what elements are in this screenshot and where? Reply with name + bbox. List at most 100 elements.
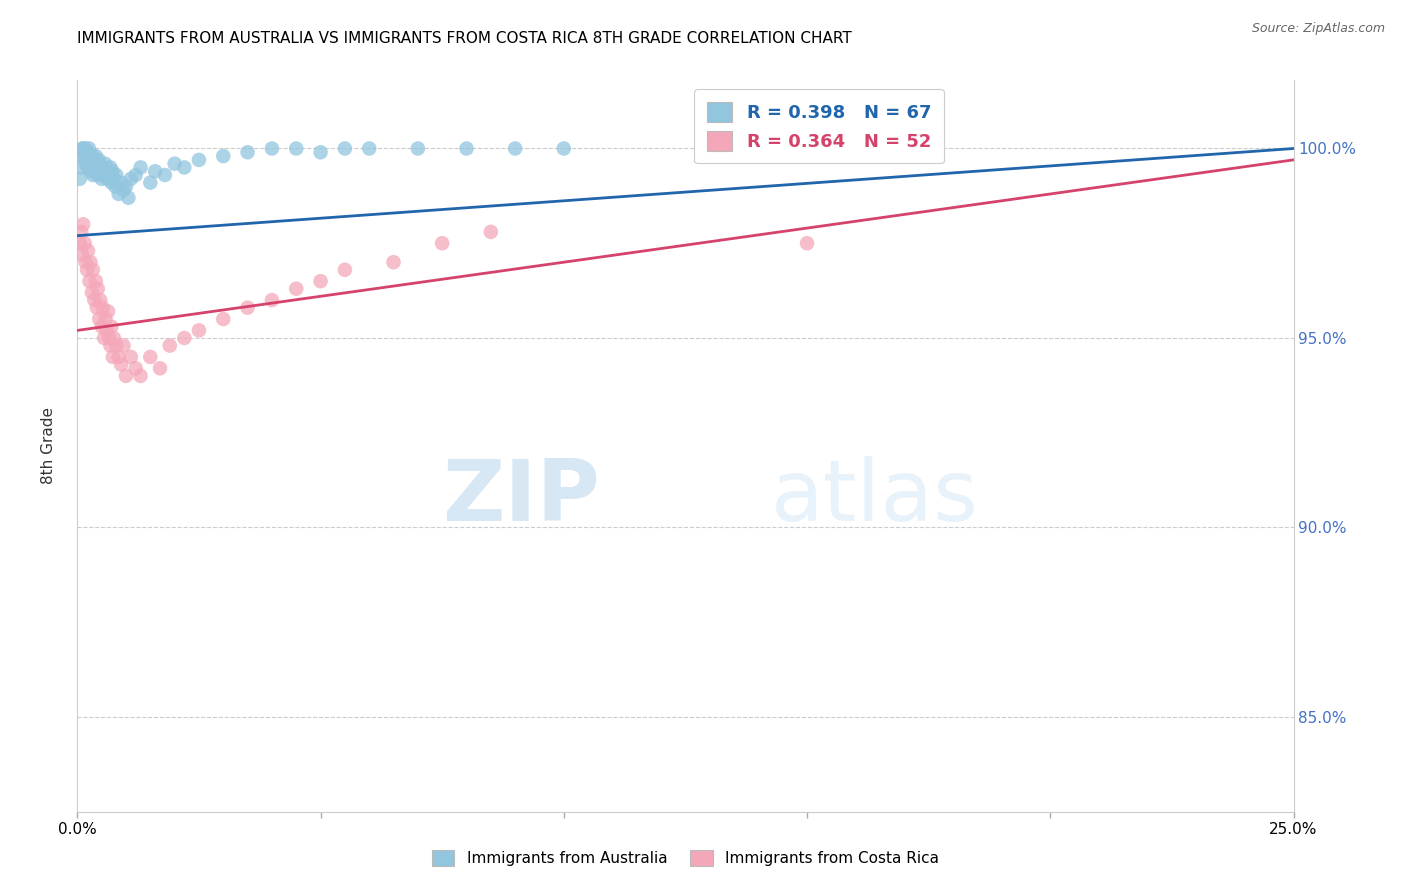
- Point: [406, 141, 429, 155]
- Point: [87, 282, 110, 296]
- Point: [153, 168, 176, 182]
- Point: [73, 236, 96, 251]
- Point: [75, 255, 97, 269]
- Point: [90, 319, 112, 334]
- Point: [115, 368, 138, 383]
- Point: [84, 149, 107, 163]
- Point: [382, 255, 405, 269]
- Point: [79, 255, 101, 269]
- Point: [112, 183, 135, 197]
- Point: [77, 141, 100, 155]
- Point: [212, 312, 235, 326]
- Point: [86, 301, 108, 315]
- Point: [188, 323, 211, 337]
- Point: [104, 179, 127, 194]
- Point: [69, 236, 91, 251]
- Point: [70, 141, 93, 155]
- Point: [110, 358, 132, 372]
- Point: [236, 145, 259, 160]
- Y-axis label: 8th Grade: 8th Grade: [42, 408, 56, 484]
- Point: [94, 312, 117, 326]
- Point: [107, 350, 129, 364]
- Point: [75, 156, 97, 170]
- Point: [76, 149, 98, 163]
- Point: [89, 293, 111, 307]
- Legend: Immigrants from Australia, Immigrants from Costa Rica: Immigrants from Australia, Immigrants fr…: [423, 842, 948, 873]
- Text: ZIP: ZIP: [443, 456, 600, 539]
- Point: [70, 161, 93, 175]
- Point: [87, 168, 110, 182]
- Point: [76, 262, 98, 277]
- Point: [456, 141, 478, 155]
- Point: [70, 247, 93, 261]
- Point: [100, 338, 122, 352]
- Point: [100, 176, 122, 190]
- Point: [91, 161, 114, 175]
- Point: [75, 141, 97, 155]
- Point: [96, 171, 118, 186]
- Point: [333, 141, 356, 155]
- Point: [83, 293, 105, 307]
- Point: [93, 331, 115, 345]
- Point: [86, 161, 108, 175]
- Point: [82, 262, 104, 277]
- Point: [103, 331, 125, 345]
- Point: [553, 141, 575, 155]
- Point: [80, 156, 103, 170]
- Point: [93, 168, 115, 182]
- Point: [97, 168, 120, 182]
- Point: [97, 304, 120, 318]
- Point: [80, 161, 103, 175]
- Point: [503, 141, 526, 155]
- Point: [69, 171, 91, 186]
- Point: [188, 153, 211, 167]
- Point: [149, 361, 172, 376]
- Point: [72, 141, 94, 155]
- Text: Source: ZipAtlas.com: Source: ZipAtlas.com: [1251, 22, 1385, 36]
- Point: [173, 331, 195, 345]
- Point: [105, 338, 128, 352]
- Point: [125, 361, 148, 376]
- Point: [73, 145, 96, 160]
- Point: [163, 156, 186, 170]
- Point: [479, 225, 502, 239]
- Point: [82, 149, 104, 163]
- Point: [89, 312, 111, 326]
- Point: [103, 171, 125, 186]
- Point: [285, 141, 308, 155]
- Point: [107, 186, 129, 201]
- Point: [82, 153, 104, 167]
- Point: [120, 350, 142, 364]
- Point: [796, 236, 818, 251]
- Point: [84, 274, 107, 288]
- Point: [79, 274, 101, 288]
- Point: [260, 141, 283, 155]
- Point: [212, 149, 235, 163]
- Point: [70, 225, 93, 239]
- Point: [120, 171, 142, 186]
- Point: [100, 161, 122, 175]
- Point: [84, 164, 107, 178]
- Point: [125, 168, 148, 182]
- Point: [110, 176, 132, 190]
- Point: [100, 319, 122, 334]
- Point: [75, 153, 97, 167]
- Point: [115, 179, 138, 194]
- Point: [159, 338, 181, 352]
- Point: [143, 164, 166, 178]
- Point: [129, 368, 152, 383]
- Text: atlas: atlas: [770, 456, 979, 539]
- Point: [97, 331, 120, 345]
- Point: [112, 338, 135, 352]
- Point: [79, 149, 101, 163]
- Point: [96, 323, 118, 337]
- Point: [80, 285, 103, 300]
- Point: [309, 145, 332, 160]
- Point: [432, 236, 454, 251]
- Point: [359, 141, 381, 155]
- Point: [72, 149, 94, 163]
- Point: [94, 156, 117, 170]
- Point: [83, 156, 105, 170]
- Point: [101, 350, 124, 364]
- Point: [173, 161, 195, 175]
